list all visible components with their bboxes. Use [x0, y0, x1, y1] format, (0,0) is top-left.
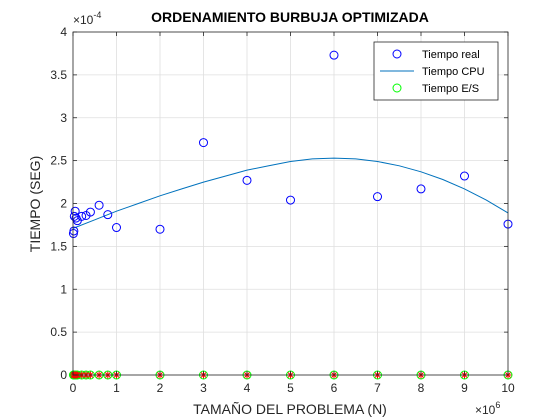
- data-point-tiempo-real: [329, 50, 339, 60]
- x-tick-label: 4: [244, 381, 251, 395]
- data-point-tiempo-real: [77, 211, 87, 221]
- legend-label-tiempo-cpu: Tiempo CPU: [422, 66, 485, 78]
- x-tick-label: 0: [70, 381, 77, 395]
- tick-marks: [72, 31, 509, 376]
- y-tick-label: 2: [60, 197, 67, 211]
- legend-label-tiempo-real: Tiempo real: [422, 49, 480, 61]
- data-point-tiempo-real: [286, 195, 295, 205]
- y-tick-label: 0: [60, 368, 67, 382]
- y-multiplier-exponent: -4: [93, 10, 101, 20]
- x-tick-label: 10: [501, 381, 515, 395]
- legend: Tiempo real Tiempo CPU Tiempo E/S: [373, 41, 499, 101]
- data-point-tiempo-real: [103, 210, 113, 220]
- x-tick-label: 2: [157, 381, 164, 395]
- x-tick-label: 1: [113, 381, 120, 395]
- y-tick-label: 4: [60, 25, 67, 39]
- x-axis-multiplier: ×106: [475, 400, 500, 417]
- data-point-tiempo-real: [242, 175, 252, 185]
- x-tick-label: 8: [418, 381, 425, 395]
- data-point-tiempo-real: [460, 171, 469, 181]
- tick-labels: 0 1 2 3 4 5 6 7 8 9 10 0 0.5 1 1.5 2 2.5 3 3.5 4: [50, 25, 515, 395]
- chart-title: ORDENAMIENTO BURBUJA OPTIMIZADA: [151, 9, 429, 25]
- series-line-tiempo-cpu: [72, 157, 509, 229]
- x-tick-label: 6: [331, 381, 338, 395]
- legend-marker-tiempo-es: [392, 83, 402, 93]
- x-tick-label: 3: [200, 381, 207, 395]
- y-tick-label: 0.5: [50, 325, 67, 339]
- x-tick-label: 7: [374, 381, 381, 395]
- data-point-tiempo-real: [112, 223, 121, 233]
- y-multiplier-base: ×10: [73, 13, 94, 27]
- x-axis-label: TAMAÑO DEL PROBLEMA (N): [193, 401, 387, 417]
- x-tick-label: 5: [287, 381, 294, 395]
- data-point-tiempo-real: [70, 206, 80, 216]
- data-point-tiempo-real: [416, 184, 426, 194]
- data-point-tiempo-real: [199, 138, 208, 148]
- y-tick-label: 3.5: [50, 68, 67, 82]
- y-tick-label: 1: [60, 282, 67, 296]
- x-tick-label: 9: [461, 381, 468, 395]
- legend-label-tiempo-es: Tiempo E/S: [422, 83, 479, 95]
- legend-marker-tiempo-real: [392, 49, 402, 59]
- x-multiplier-exponent: 6: [495, 400, 500, 410]
- data-point-tiempo-real: [85, 207, 95, 217]
- data-point-tiempo-real: [155, 224, 165, 234]
- y-tick-label: 3: [60, 111, 67, 125]
- data-point-tiempo-real: [373, 192, 382, 202]
- y-tick-label: 1.5: [50, 239, 67, 253]
- y-axis-multiplier: ×10-4: [73, 10, 101, 27]
- data-point-tiempo-real: [69, 226, 79, 236]
- y-axis-label: TIEMPO (SEG): [27, 156, 43, 252]
- y-tick-label: 2.5: [50, 154, 67, 168]
- data-point-tiempo-real: [94, 200, 104, 210]
- x-multiplier-base: ×10: [475, 403, 496, 417]
